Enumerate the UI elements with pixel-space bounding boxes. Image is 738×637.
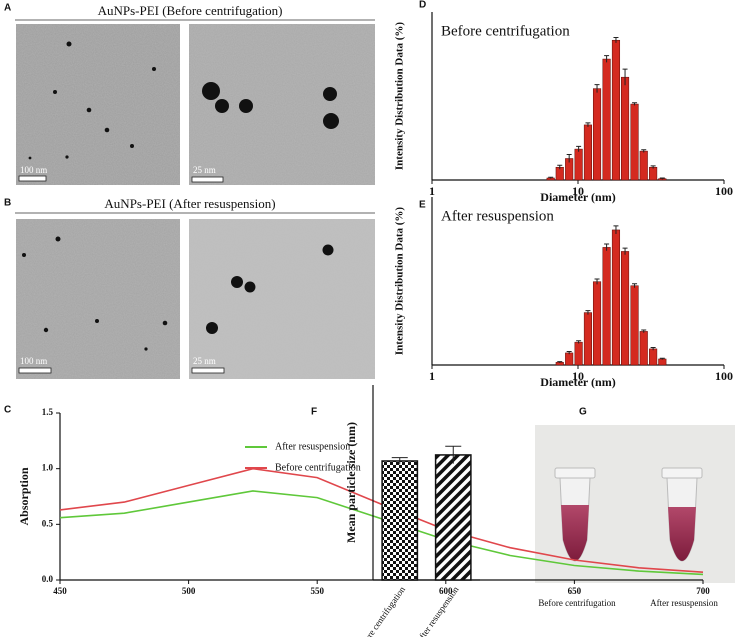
error-bar xyxy=(585,310,591,315)
x-tick-label: 10 xyxy=(572,369,584,383)
error-bar xyxy=(594,278,600,285)
annotation: After resuspension xyxy=(441,208,554,224)
bar xyxy=(583,124,593,181)
x-tick-label: Before centrifugation xyxy=(355,584,408,637)
tem-image xyxy=(16,24,180,185)
y-axis-label: Mean particle size (nm) xyxy=(344,422,358,543)
error-bar xyxy=(613,225,619,234)
tube-label: After resuspension xyxy=(650,598,718,608)
tem-title: AuNPs-PEI (After resuspension) xyxy=(104,196,275,211)
tube-label: Before centrifugation xyxy=(538,598,616,608)
bar xyxy=(630,285,639,366)
scale-bar-label: 100 nm xyxy=(20,356,47,366)
error-bar xyxy=(613,37,619,43)
bar xyxy=(649,166,658,181)
x-tick-label: 1 xyxy=(429,369,435,383)
x-tick-label: 550 xyxy=(310,586,324,596)
tem-title: AuNPs-PEI (Before centrifugation) xyxy=(98,3,283,18)
bar xyxy=(381,460,419,581)
y-axis-label: Intensity Distribution Data (%) xyxy=(394,22,406,171)
error-bar xyxy=(622,247,628,255)
x-tick-label: 100 xyxy=(715,184,733,198)
annotation: Before centrifugation xyxy=(441,23,570,39)
bar xyxy=(620,251,630,366)
error-bar xyxy=(576,145,582,152)
y-tick-label: 1.5 xyxy=(42,407,54,417)
tube-photo xyxy=(535,425,735,583)
error-bar xyxy=(659,177,665,180)
tem-image xyxy=(189,24,375,185)
y-tick-label: 1.0 xyxy=(42,463,54,473)
x-tick-label: 10 xyxy=(572,184,584,198)
x-tick-label: After resuspension xyxy=(414,584,461,637)
bar xyxy=(434,454,472,581)
y-tick-label: 0.0 xyxy=(42,574,54,584)
panel-label: A xyxy=(4,3,11,14)
legend-label: After resuspension xyxy=(275,441,350,452)
error-bar xyxy=(585,122,591,127)
error-bar xyxy=(622,68,628,86)
error-bar xyxy=(566,351,572,355)
error-bar xyxy=(650,165,656,169)
bar xyxy=(611,229,621,366)
error-bar xyxy=(604,243,610,251)
error-bar xyxy=(632,102,638,106)
panel-label: G xyxy=(579,407,587,418)
y-tick-label: 0.5 xyxy=(42,518,54,528)
scale-bar-label: 25 nm xyxy=(193,165,216,175)
error-bar xyxy=(641,329,647,333)
panel-label: D xyxy=(419,0,426,11)
y-axis-label: Intensity Distribution Data (%) xyxy=(394,207,406,356)
x-axis-label: Diameter (nm) xyxy=(540,375,615,389)
bar xyxy=(639,150,648,181)
bar xyxy=(611,39,621,181)
error-bar xyxy=(594,84,600,93)
error-bar xyxy=(641,149,647,153)
error-bar xyxy=(445,445,462,464)
bar xyxy=(639,331,648,366)
tem-image xyxy=(16,219,180,379)
bar xyxy=(649,348,658,366)
x-axis-label: Diameter (nm) xyxy=(540,190,615,204)
panel-label: E xyxy=(419,200,426,211)
error-bar xyxy=(604,55,610,63)
bar xyxy=(658,358,667,366)
bar xyxy=(592,88,602,181)
bar xyxy=(565,352,574,366)
tem-image xyxy=(189,219,375,379)
bar xyxy=(630,103,639,181)
error-bar xyxy=(650,347,656,351)
x-tick-label: 100 xyxy=(715,369,733,383)
x-tick-label: 600 xyxy=(439,586,453,596)
bar xyxy=(592,281,602,366)
x-tick-label: 1 xyxy=(429,184,435,198)
panel-label: C xyxy=(4,405,11,416)
bar xyxy=(574,341,583,366)
x-tick-label: 450 xyxy=(53,586,67,596)
bar xyxy=(574,148,583,181)
bar xyxy=(602,247,611,366)
error-bar xyxy=(557,164,563,170)
scale-bar-label: 100 nm xyxy=(20,165,47,175)
error-bar xyxy=(548,176,554,179)
x-tick-label: 650 xyxy=(568,586,582,596)
legend-label: Before centrifugation xyxy=(275,462,361,473)
error-bar xyxy=(566,153,572,163)
panel-label: F xyxy=(311,407,317,418)
x-tick-label: 700 xyxy=(696,586,710,596)
bar xyxy=(602,58,611,181)
bar xyxy=(620,76,630,181)
error-bar xyxy=(659,357,665,360)
panel-label: B xyxy=(4,198,11,209)
y-axis-label: Absorption xyxy=(17,467,31,525)
scale-bar-label: 25 nm xyxy=(193,356,216,366)
error-bar xyxy=(557,361,563,363)
x-tick-label: 500 xyxy=(182,586,196,596)
error-bar xyxy=(576,340,582,344)
bar xyxy=(583,312,593,366)
error-bar xyxy=(632,283,638,288)
error-bar xyxy=(391,457,408,465)
